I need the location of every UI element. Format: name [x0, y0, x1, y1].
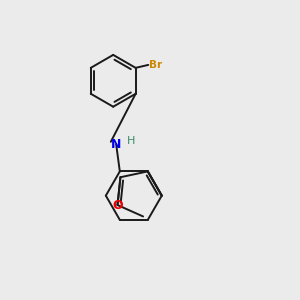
Text: O: O — [112, 199, 123, 212]
Text: N: N — [111, 138, 121, 151]
Text: H: H — [127, 136, 136, 146]
Text: Br: Br — [149, 60, 162, 70]
